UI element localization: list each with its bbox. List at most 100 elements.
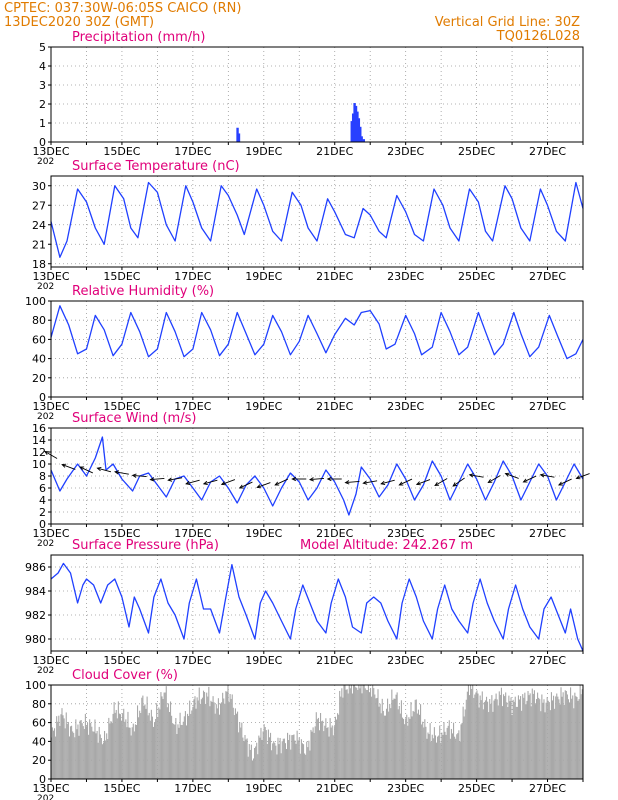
cloud-bar	[292, 734, 294, 779]
cloud-bar	[315, 712, 317, 779]
cloud-bar	[397, 709, 399, 779]
cloud-bar	[141, 697, 143, 779]
wind-arrow-head	[96, 466, 102, 472]
cloud-bar	[487, 701, 489, 779]
wind-arrow-shaft	[62, 464, 76, 470]
cloud-bar	[344, 685, 346, 779]
wind-arrow	[522, 475, 537, 483]
cloud-bar	[392, 699, 394, 779]
cloud-bar	[80, 720, 82, 779]
cloud-bar	[517, 695, 520, 779]
wind-arrow-shaft	[523, 475, 537, 483]
x-tick-label: 19DEC	[245, 782, 282, 795]
cloud-bar	[444, 731, 446, 779]
cloud-bar	[496, 699, 498, 779]
y-tick-label: 982	[25, 609, 46, 622]
cloud-bar	[327, 727, 329, 779]
cloud-bar	[100, 738, 102, 779]
wind-arrow	[308, 477, 325, 482]
cloud-bar	[563, 704, 565, 779]
cloud-bar	[423, 727, 425, 779]
cloud-bar	[411, 716, 413, 779]
y-tick-label: 984	[25, 585, 46, 598]
cloud-bar	[352, 685, 355, 779]
cloud-bar	[466, 691, 468, 779]
cloud-bar	[314, 726, 316, 779]
cloud-bar	[395, 694, 397, 779]
wind-arrow	[238, 481, 253, 489]
wind-arrow-shaft	[309, 477, 325, 481]
cloud-bar	[74, 737, 76, 779]
cloud-bar	[249, 749, 251, 779]
cloud-bar	[204, 692, 206, 779]
cloud-bar	[108, 717, 110, 779]
cloud-bar	[445, 734, 447, 779]
cloud-bar	[122, 713, 124, 779]
wind-arrow	[504, 472, 519, 479]
cloud-bar	[575, 696, 577, 779]
cloud-bar	[468, 695, 471, 779]
cloud-bar	[523, 697, 525, 779]
cloud-bar	[200, 699, 202, 779]
cloud-bar	[243, 741, 245, 779]
x-tick-label: 17DEC	[174, 782, 211, 795]
wind-arrow-shaft	[558, 478, 572, 486]
cloud-bar	[75, 719, 77, 779]
wind-arrow-head	[398, 481, 404, 486]
cloud-bar	[451, 733, 454, 779]
cloud-bar	[177, 724, 179, 779]
cloud-bar	[197, 700, 199, 779]
x-tick-label: 19DEC	[245, 145, 282, 158]
cloud-bar	[500, 687, 502, 779]
x-tick-label: 21DEC	[316, 145, 353, 158]
cloud-bar	[146, 696, 148, 779]
cloud-bar	[123, 708, 125, 779]
y-tick-label: 27	[32, 199, 46, 212]
cloud-bar	[152, 726, 155, 779]
cloud-bar	[192, 706, 194, 779]
cloud-bar	[130, 735, 132, 779]
cloud-bar	[317, 717, 319, 779]
wind-arrow-head	[79, 466, 85, 471]
y-tick-label: 10	[32, 458, 46, 471]
cloud-bar	[465, 699, 467, 779]
cloud-bar	[376, 697, 378, 779]
cloud-bar	[333, 726, 335, 779]
cloud-bar	[169, 701, 172, 779]
cloud-bar	[454, 736, 456, 779]
cloud-bar	[425, 726, 427, 779]
cloud-bar	[524, 692, 526, 779]
cloud-bar	[256, 742, 258, 779]
cloud-bar	[150, 709, 152, 779]
cloud-bar	[214, 713, 216, 779]
cloud-bar	[400, 700, 402, 779]
wind-arrow-head	[575, 475, 581, 480]
wind-arrow-head	[539, 473, 545, 478]
cloud-bar	[155, 719, 157, 779]
cloud-bar	[230, 698, 232, 779]
cloud-bar	[104, 730, 106, 779]
wind-arrow-shaft	[381, 479, 395, 485]
cloud-bar	[509, 701, 511, 779]
cloud-bar	[143, 705, 145, 779]
cloud-bar	[478, 707, 480, 779]
cloud-bar	[129, 727, 131, 779]
cloud-bar	[259, 737, 261, 779]
precip-bar	[354, 105, 358, 142]
wind-arrow-head	[149, 477, 155, 482]
cloud-bar	[159, 709, 161, 779]
cloud-bar	[407, 725, 409, 779]
cloud-bar	[118, 713, 121, 779]
cloud-bar	[226, 691, 228, 779]
cloud-bar	[196, 697, 198, 779]
y-tick-label: 3	[39, 79, 46, 92]
cloud-bar	[92, 731, 94, 779]
cloud-bar	[231, 694, 233, 779]
wind-arrow	[452, 477, 465, 487]
cloud-bar	[127, 711, 129, 779]
pressure-annotation: Model Altitude: 242.267 m	[300, 538, 473, 553]
wind-arrow-shaft	[452, 477, 465, 487]
cloud-bar	[498, 691, 500, 779]
cloud-bar	[293, 734, 295, 779]
